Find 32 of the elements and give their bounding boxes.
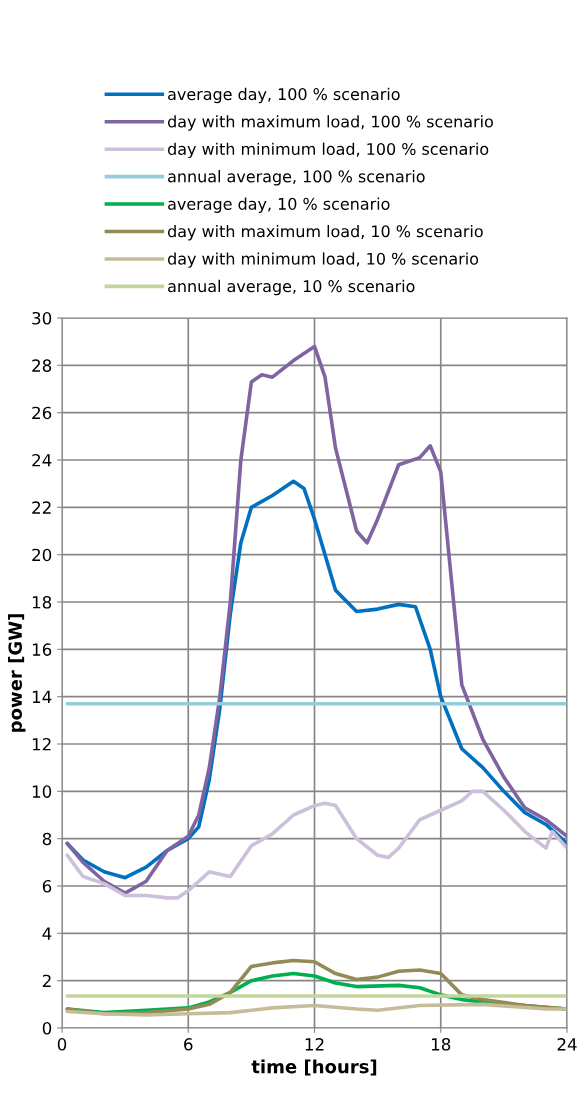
legend-label: average day, 10 % scenario xyxy=(168,197,390,213)
line-series xyxy=(65,1002,567,1017)
legend-label: day with maximum load, 10 % scenario xyxy=(167,224,483,241)
y-tick-label: 2 xyxy=(42,974,51,987)
y-tick-label: 12 xyxy=(32,737,51,751)
y-tick-label: 20 xyxy=(32,548,52,562)
legend-label: average day, 100 % scenario xyxy=(168,87,400,104)
x-tick-label: 6 xyxy=(184,1038,193,1051)
y-tick-label: 22 xyxy=(32,501,51,514)
legend-label: day with minimum load, 100 % scenario xyxy=(167,142,489,159)
x-tick-label: 0 xyxy=(57,1038,67,1051)
y-tick-label: 16 xyxy=(32,643,52,656)
y-tick-label: 14 xyxy=(32,690,52,703)
y-tick-label: 18 xyxy=(32,595,52,609)
x-tick-label: 24 xyxy=(557,1038,577,1051)
legend-label: annual average, 100 % scenario xyxy=(168,170,425,186)
y-tick-label: 8 xyxy=(42,832,52,846)
y-tick-label: 10 xyxy=(32,785,52,798)
y-axis-title: power [GW] xyxy=(8,614,26,732)
y-tick-label: 6 xyxy=(42,879,52,893)
x-tick-label: 12 xyxy=(305,1038,324,1051)
legend-label: day with maximum load, 100 % scenario xyxy=(167,115,493,131)
x-tick-label: 18 xyxy=(431,1038,451,1051)
x-axis-title: time [hours] xyxy=(251,1059,377,1076)
legend-label: annual average, 10 % scenario xyxy=(168,279,415,296)
y-tick-label: 0 xyxy=(42,1021,52,1035)
y-tick-label: 26 xyxy=(32,406,52,420)
y-tick-label: 24 xyxy=(32,453,52,467)
y-tick-label: 28 xyxy=(32,359,52,372)
y-tick-label: 30 xyxy=(32,311,52,325)
y-tick-label: 4 xyxy=(42,927,52,940)
legend-label: day with minimum load, 10 % scenario xyxy=(167,252,479,268)
